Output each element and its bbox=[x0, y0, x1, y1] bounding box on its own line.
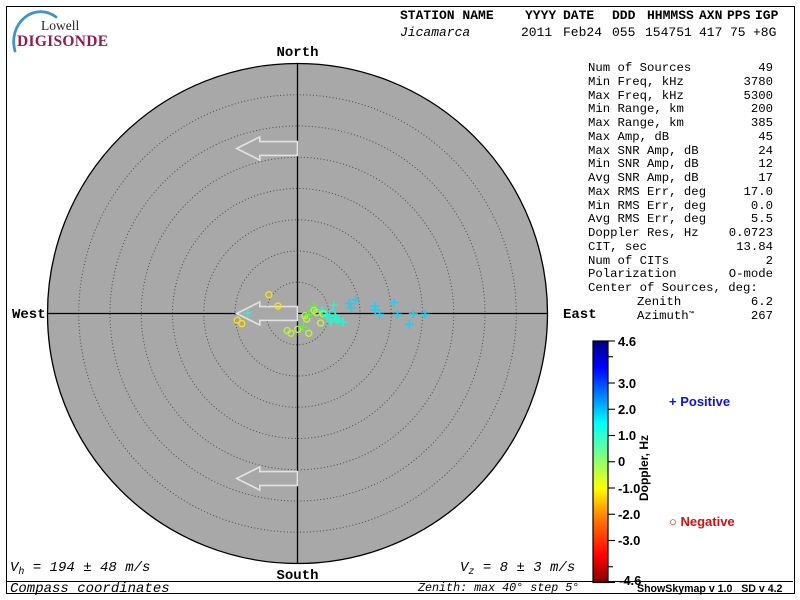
svg-text:East: East bbox=[563, 307, 597, 323]
svg-text:North: North bbox=[276, 45, 318, 61]
svg-text:South: South bbox=[276, 568, 318, 584]
svg-text:West: West bbox=[12, 307, 46, 323]
